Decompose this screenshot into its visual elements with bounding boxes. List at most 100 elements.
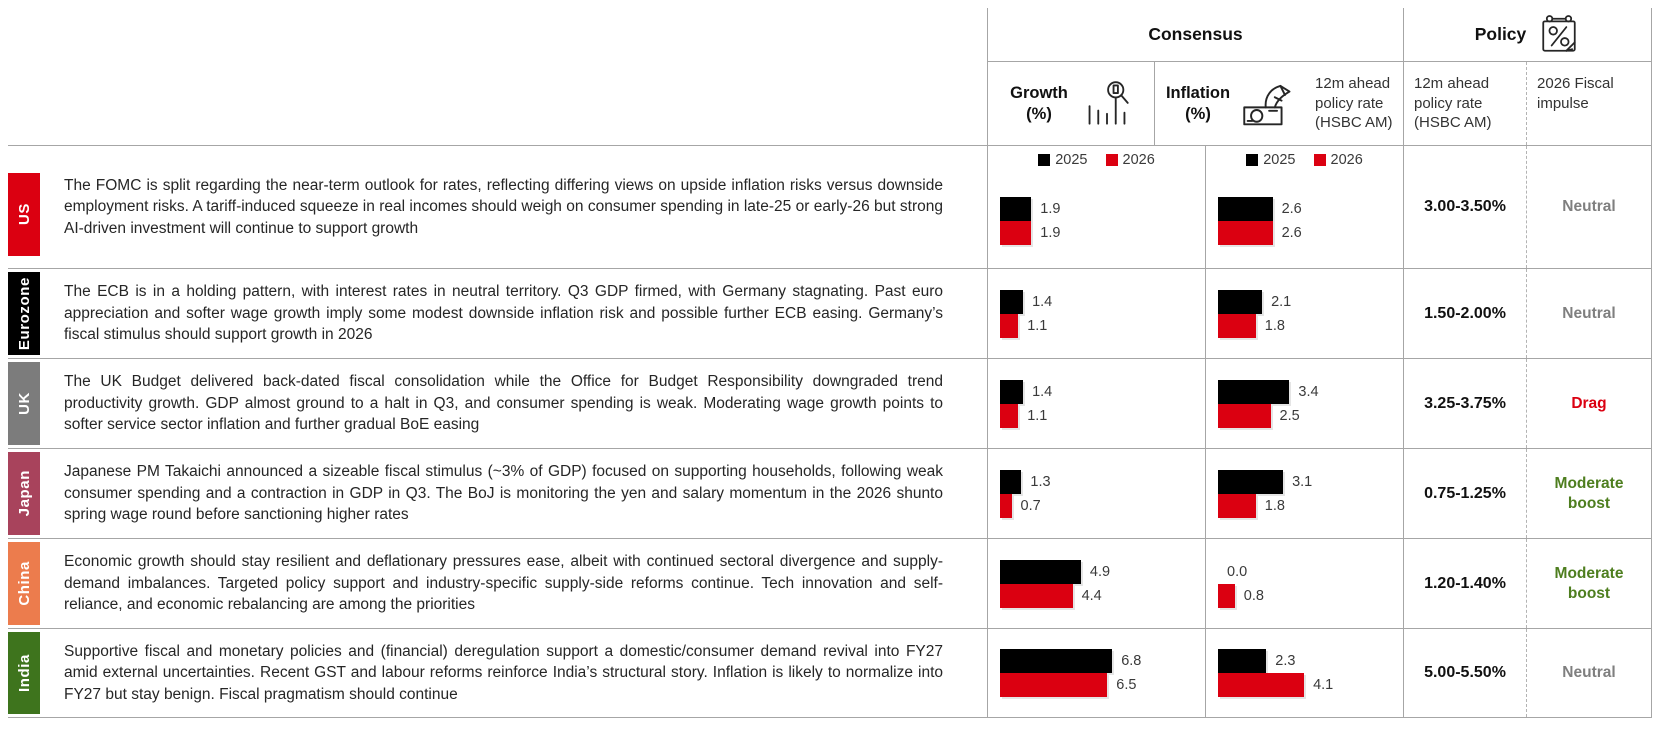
magnifier-bar-chart-icon	[1088, 80, 1129, 125]
growth-header-label: Growth (%)	[1010, 83, 1068, 123]
region-label: Japan	[8, 452, 40, 535]
inflation-bar-2026	[1218, 313, 1256, 338]
table-row: India Supportive fiscal and monetary pol…	[8, 628, 1652, 718]
table-row: Eurozone The ECB is in a holding pattern…	[8, 268, 1652, 358]
region-commentary: The FOMC is split regarding the near-ter…	[64, 176, 943, 237]
legend-2026: 2026	[1313, 152, 1363, 168]
policy-rate-column-header-text: 12m ahead policy rate (HSBC AM)	[1414, 75, 1492, 132]
hand-money-icon	[1243, 84, 1291, 125]
fiscal-impulse-value: Moderate boost	[1526, 539, 1652, 628]
inflation-bar-2026	[1218, 220, 1273, 245]
policy-rate-value: 1.20-1.40%	[1403, 539, 1526, 628]
growth-bar-2026	[1000, 583, 1073, 608]
region-commentary: The UK Budget delivered back-dated fisca…	[64, 373, 943, 434]
growth-bar-2026	[1000, 403, 1019, 428]
growth-value-2025: 1.4	[1032, 293, 1053, 310]
region-commentary: Economic growth should stay resilient an…	[64, 553, 943, 614]
growth-bar-2026	[1000, 313, 1019, 338]
inflation-header-label: Inflation (%)	[1165, 83, 1231, 123]
chart-legend: 2025 2026	[1218, 146, 1403, 173]
inflation-bar-chart: 3.4 2.5	[1205, 359, 1403, 448]
inflation-value-2026: 0.8	[1243, 587, 1264, 604]
growth-bar-2026	[1000, 673, 1108, 697]
inflation-bar-2026	[1218, 493, 1256, 518]
growth-bar-chart: 6.8 6.5	[987, 629, 1205, 717]
growth-bar-2025	[1000, 469, 1022, 494]
inflation-bar-2025	[1218, 379, 1290, 404]
fiscal-impulse-value: Moderate boost	[1526, 449, 1652, 538]
growth-bar-2026	[1000, 493, 1012, 518]
policy-rate-value: 0.75-1.25%	[1403, 449, 1526, 538]
growth-bar-chart: 2025 2026 1.9 1.9	[987, 146, 1205, 268]
consensus-header-label: Consensus	[1148, 24, 1243, 44]
growth-value-2026: 4.4	[1081, 587, 1102, 604]
inflation-value-2026: 1.8	[1264, 317, 1285, 334]
region-label: India	[8, 632, 40, 714]
growth-value-2026: 1.1	[1027, 407, 1048, 424]
growth-bar-2025	[1000, 196, 1032, 221]
inflation-value-2026: 2.6	[1281, 224, 1302, 241]
policy-rate-column-header: 12m ahead policy rate (HSBC AM)	[1315, 75, 1393, 132]
legend-2025: 2025	[1246, 152, 1296, 168]
growth-value-2026: 1.1	[1027, 317, 1048, 334]
legend-swatch-2026	[1105, 153, 1118, 166]
consensus-header: Consensus	[988, 8, 1403, 62]
growth-value-2026: 1.9	[1040, 224, 1061, 241]
policy-rate-value: 1.50-2.00%	[1403, 269, 1526, 358]
table-row: Japan Japanese PM Takaichi announced a s…	[8, 448, 1652, 538]
growth-value-2025: 1.3	[1030, 473, 1051, 490]
region-label: UK	[8, 362, 40, 445]
fiscal-impulse-value: Neutral	[1526, 269, 1652, 358]
growth-bar-2025	[1000, 289, 1024, 314]
inflation-value-2025: 2.6	[1281, 200, 1302, 217]
growth-bar-chart: 4.9 4.4	[987, 539, 1205, 628]
growth-column-header: Growth (%)	[988, 62, 1154, 145]
growth-value-2025: 1.4	[1032, 383, 1053, 400]
growth-bar-chart: 1.4 1.1	[987, 269, 1205, 358]
inflation-bar-2025	[1218, 649, 1267, 673]
inflation-value-2025: 2.1	[1271, 293, 1292, 310]
region-commentary: Japanese PM Takaichi announced a sizeabl…	[64, 463, 943, 524]
inflation-bar-2026	[1218, 583, 1235, 608]
fiscal-impulse-value: Neutral	[1526, 629, 1652, 717]
inflation-bar-2026	[1218, 403, 1271, 428]
inflation-value-2025: 3.1	[1292, 473, 1313, 490]
inflation-bar-chart: 2.3 4.1	[1205, 629, 1403, 717]
growth-value-2026: 0.7	[1020, 497, 1041, 514]
growth-bar-chart: 1.4 1.1	[987, 359, 1205, 448]
inflation-value-2025: 2.3	[1275, 653, 1296, 669]
fiscal-impulse-value: Neutral	[1526, 146, 1652, 268]
header-spacer	[8, 8, 987, 145]
policy-header-label: Policy	[1474, 24, 1527, 44]
region-label: China	[8, 542, 40, 625]
inflation-value-2026: 1.8	[1264, 497, 1285, 514]
policy-rate-value: 3.00-3.50%	[1403, 146, 1526, 268]
outlook-table: Consensus Growth (%)	[8, 8, 1652, 718]
inflation-bar-chart: 2.1 1.8	[1205, 269, 1403, 358]
table-header: Consensus Growth (%)	[8, 8, 1652, 145]
growth-bar-2025	[1000, 649, 1113, 673]
inflation-column-header: Inflation (%)	[1154, 62, 1305, 145]
growth-bar-2026	[1000, 220, 1032, 245]
table-row: UK The UK Budget delivered back-dated fi…	[8, 358, 1652, 448]
region-label: Eurozone	[8, 272, 40, 355]
growth-value-2025: 4.9	[1089, 563, 1111, 580]
inflation-bar-2026	[1218, 673, 1305, 697]
growth-value-2025: 6.8	[1121, 653, 1142, 669]
inflation-bar-chart: 0.0 0.8	[1205, 539, 1403, 628]
inflation-bar-chart: 3.1 1.8	[1205, 449, 1403, 538]
growth-bar-2025	[1000, 559, 1081, 584]
inflation-value-2025: 0.0	[1227, 563, 1248, 580]
growth-bar-chart: 1.3 0.7	[987, 449, 1205, 538]
inflation-value-2025: 3.4	[1298, 383, 1319, 400]
legend-2026: 2026	[1105, 152, 1155, 168]
legend-swatch-2026	[1313, 153, 1326, 166]
growth-value-2025: 1.9	[1040, 200, 1061, 217]
legend-2025: 2025	[1038, 152, 1088, 168]
region-label: US	[8, 173, 40, 256]
inflation-value-2026: 2.5	[1279, 407, 1300, 424]
region-commentary: The ECB is in a holding pattern, with in…	[64, 283, 943, 344]
region-commentary: Supportive fiscal and monetary policies …	[64, 642, 943, 703]
growth-value-2026: 6.5	[1116, 677, 1137, 693]
growth-bar-2025	[1000, 379, 1024, 404]
